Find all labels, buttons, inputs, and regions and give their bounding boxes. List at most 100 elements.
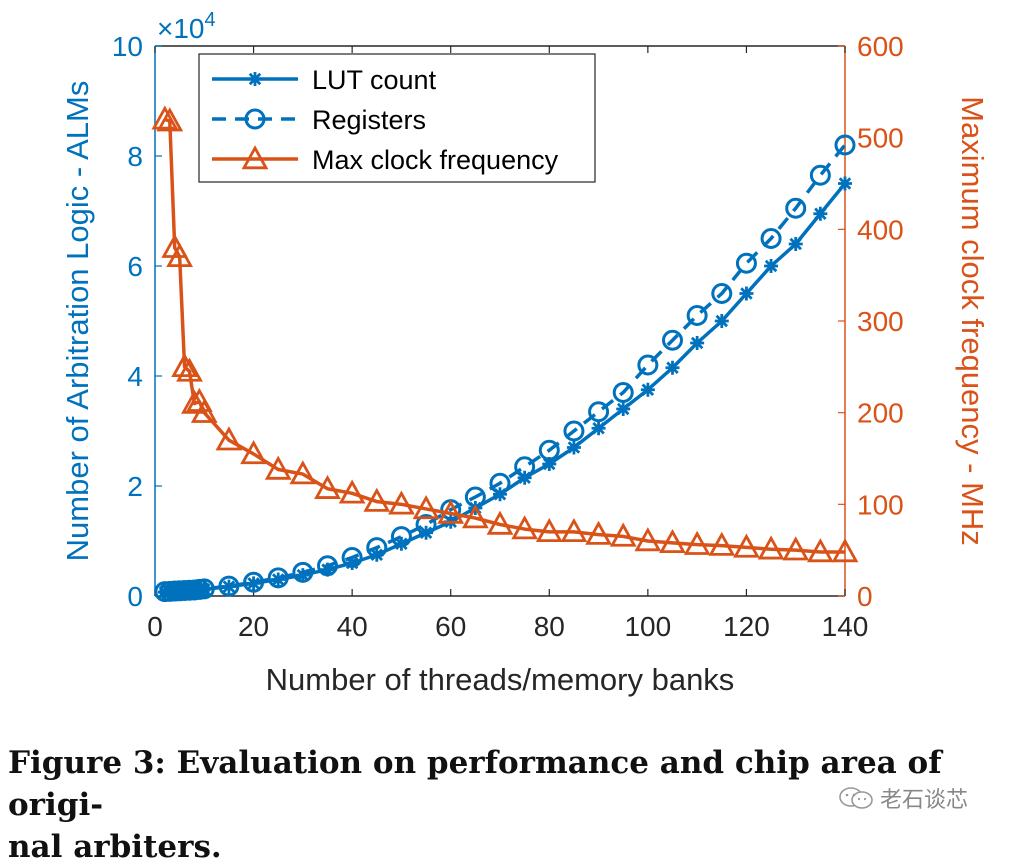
data-point (711, 283, 733, 304)
y-left-tick-label: 0 (127, 581, 143, 612)
data-point (560, 517, 588, 543)
data-point (788, 237, 803, 251)
data-point (271, 572, 286, 587)
x-tick-label: 20 (238, 611, 269, 642)
x-tick-label: 100 (624, 611, 671, 642)
data-point (394, 536, 409, 551)
data-point (640, 382, 655, 397)
data-point (338, 479, 366, 504)
data-point (511, 515, 539, 540)
data-point (295, 568, 310, 583)
data-point (419, 525, 434, 540)
caption-line-2: nal arbiters. (8, 829, 222, 865)
data-point (320, 562, 335, 577)
legend-marker (244, 108, 266, 130)
data-point (345, 556, 360, 570)
data-point (566, 440, 581, 455)
y-right-tick-label: 300 (857, 306, 904, 337)
data-point (739, 286, 754, 301)
exponent-power: 4 (205, 9, 216, 31)
data-point (838, 176, 852, 191)
data-point (493, 487, 507, 502)
y-left-tick-label: 4 (127, 361, 143, 392)
y-right-tick-label: 100 (857, 489, 904, 520)
data-point (612, 382, 634, 403)
data-point (831, 538, 859, 563)
data-point (264, 455, 292, 480)
x-tick-label: 140 (822, 611, 869, 642)
y-left-exponent: ×104 (157, 9, 216, 44)
data-point (190, 398, 218, 423)
data-point (369, 547, 384, 562)
data-point (388, 490, 415, 515)
data-point (563, 420, 585, 442)
x-tick-label: 60 (435, 611, 466, 642)
data-point (240, 440, 267, 465)
data-point (221, 579, 236, 594)
x-tick-label: 0 (147, 611, 163, 642)
data-point (588, 401, 610, 423)
data-point (634, 527, 662, 552)
series-line (164, 182, 847, 594)
data-point (760, 228, 782, 249)
data-point (809, 164, 831, 186)
data-point (176, 357, 203, 382)
data-point (591, 421, 606, 436)
x-tick-label: 80 (534, 611, 565, 642)
data-point (708, 531, 736, 556)
data-point (171, 352, 198, 378)
series-registers (154, 134, 856, 603)
data-point (637, 354, 659, 376)
legend-marker (241, 145, 269, 170)
y-right-axis-label: Maximum clock frequency - MHz (955, 96, 990, 546)
data-point (806, 538, 834, 563)
data-point (156, 107, 184, 132)
y-right-tick-label: 400 (857, 214, 904, 245)
y-left-tick-label: 6 (127, 251, 143, 282)
data-point (412, 495, 440, 520)
data-point (690, 336, 705, 350)
series-lut-count (157, 176, 852, 600)
data-point (585, 520, 612, 545)
data-point (686, 305, 708, 326)
y-right-tick-label: 500 (857, 123, 904, 154)
data-point (197, 582, 212, 597)
data-point (757, 535, 785, 560)
data-point (662, 329, 683, 351)
data-point (166, 242, 194, 268)
data-point (246, 576, 261, 591)
y-left-axis-label: Number of Arbitration Logic - ALMs (60, 81, 95, 562)
data-point (609, 522, 637, 547)
data-point (785, 197, 807, 219)
y-right-tick-label: 200 (857, 398, 904, 429)
x-tick-label: 120 (723, 611, 770, 642)
y-right-tick-label: 600 (857, 31, 904, 62)
y-right-tick-label: 0 (857, 581, 873, 612)
data-point (616, 402, 631, 416)
chart-figure: 0 20 40 60 80 100 120 1400246810010020030040050… (60, 9, 990, 697)
data-point (542, 457, 557, 471)
data-point (486, 510, 514, 535)
series-layer (151, 105, 859, 603)
legend-label: Max clock frequency (312, 145, 559, 175)
data-point (461, 504, 489, 529)
y-left-tick-label: 8 (127, 141, 143, 172)
data-point (181, 389, 208, 414)
axes: 0 20 40 60 80 100 120 1400246810010020030040050… (60, 9, 990, 697)
legend-marker (248, 72, 262, 86)
legend-label: Registers (312, 105, 426, 135)
legend: LUT count Registers Max clock frequency (198, 53, 596, 183)
data-point (665, 360, 680, 375)
data-point (289, 460, 317, 485)
data-point (535, 517, 563, 543)
exponent-base: ×10 (157, 13, 205, 44)
data-point (314, 474, 341, 499)
series-max-clock-frequency (151, 105, 859, 563)
x-axis-label: Number of threads/memory banks (266, 662, 735, 697)
data-point (659, 528, 686, 554)
data-point (151, 105, 179, 130)
y-left-tick-label: 10 (112, 31, 143, 62)
data-point (363, 487, 391, 512)
y-left-tick-label: 2 (127, 471, 143, 502)
caption-line-1: Figure 3: Evaluation on performance and … (8, 745, 942, 823)
